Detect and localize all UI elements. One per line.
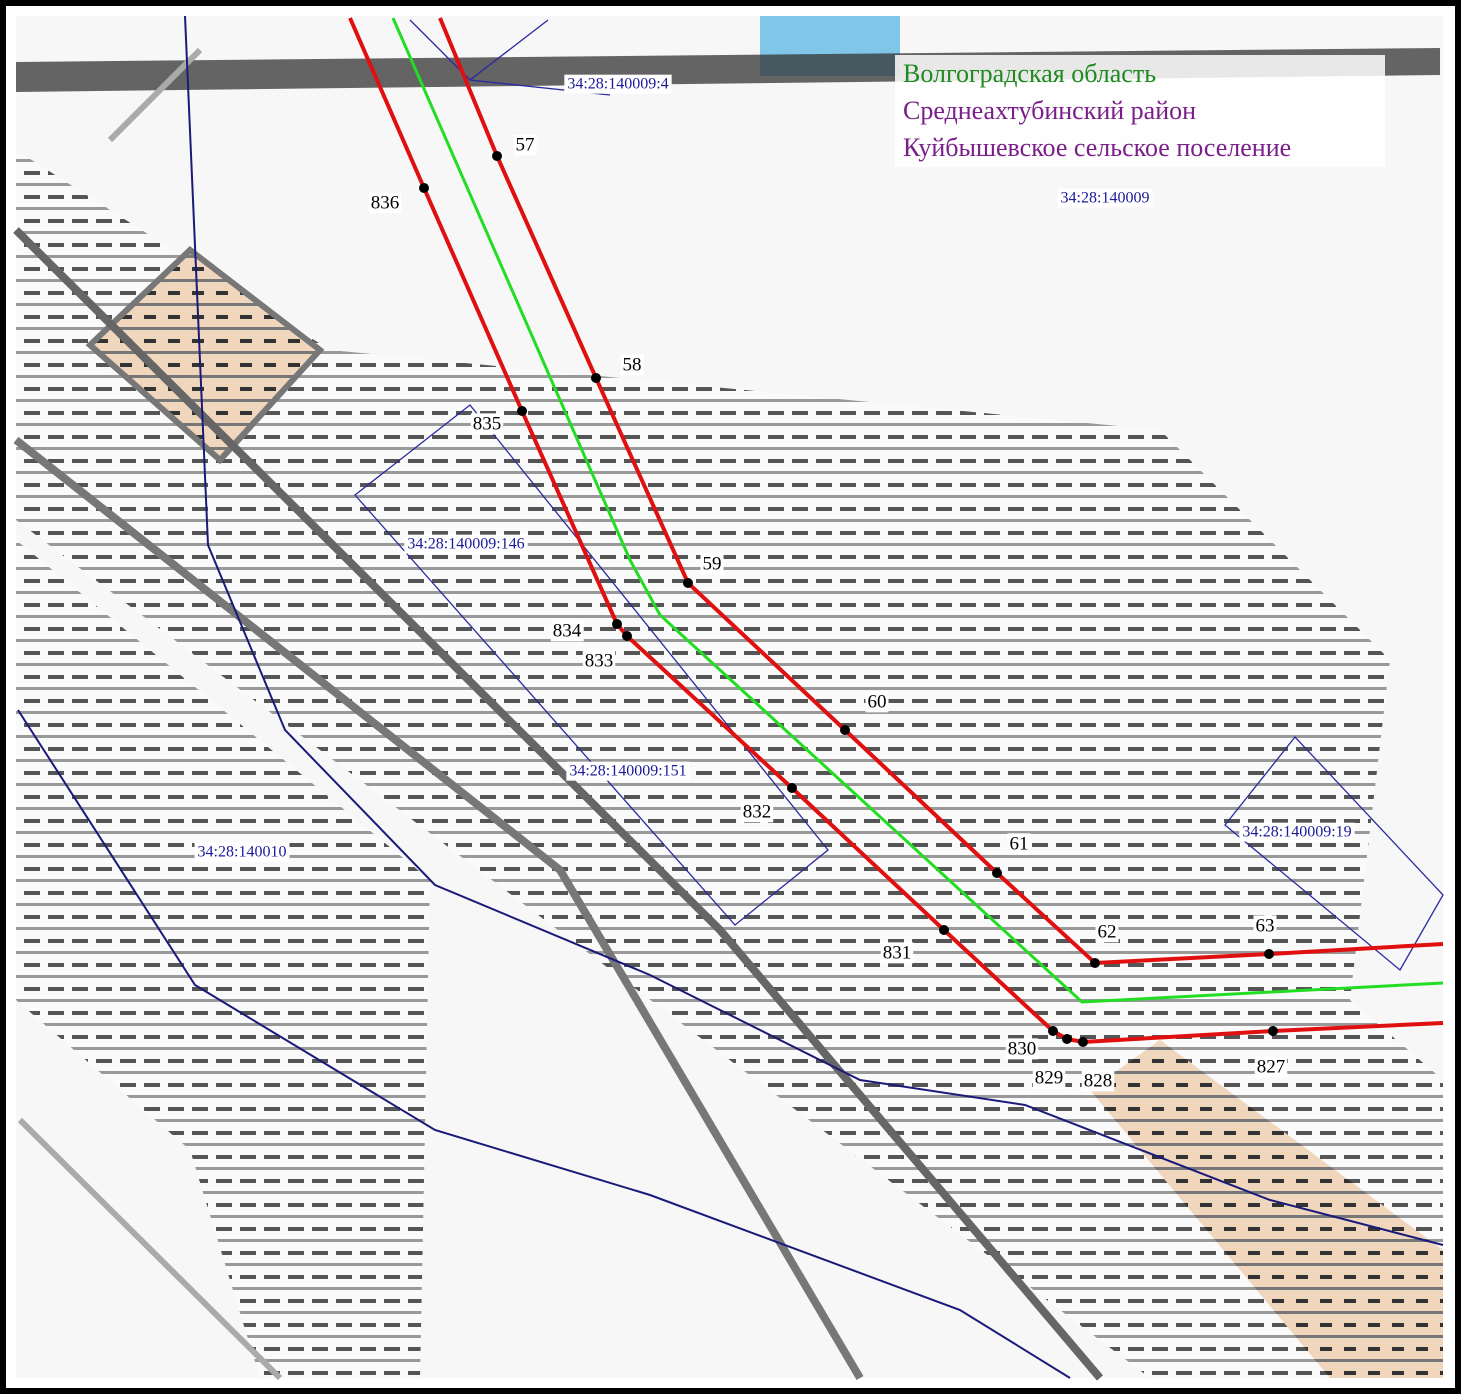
point-label: 832 [743, 801, 772, 822]
point [622, 631, 632, 641]
point-label-bg [1007, 833, 1031, 855]
point-label: 57 [516, 134, 535, 155]
parcel-label-bg [1057, 188, 1153, 208]
point [1090, 958, 1100, 968]
point [1062, 1034, 1072, 1044]
point-label-bg [620, 354, 644, 376]
point [787, 783, 797, 793]
point-label: 60 [868, 691, 887, 712]
point-label: 831 [883, 942, 912, 963]
point-label-bg [740, 801, 774, 823]
point-label-bg [582, 650, 616, 672]
route-axis [391, 17, 1444, 1004]
point [1048, 1026, 1058, 1036]
point [840, 725, 850, 735]
point-label-bg [470, 413, 504, 435]
point-label-bg [513, 134, 537, 156]
point-label: 829 [1035, 1067, 1064, 1088]
region-raion: Среднеахтубинский район [903, 96, 1196, 125]
point [1264, 949, 1274, 959]
hatched-area [16, 540, 430, 1378]
point-label: 63 [1256, 915, 1275, 936]
point-label-bg [1005, 1038, 1039, 1060]
parcel-outline [1224, 736, 1444, 971]
point [939, 925, 949, 935]
parcel-label-bg [566, 761, 690, 781]
parcel-label-bg [1239, 822, 1355, 842]
point-label-bg [1254, 1056, 1288, 1078]
band [17, 47, 283, 1381]
point-label: 61 [1010, 833, 1029, 854]
point-label: 830 [1008, 1038, 1037, 1059]
peach-area [85, 246, 325, 465]
point-label: 62 [1098, 921, 1117, 942]
parcel-label-bg [404, 534, 528, 554]
labels: 34:28:140009:4 34:28:140009 34:28:140009:1… [194, 74, 1355, 1092]
point-label-bg [368, 192, 402, 214]
band [13, 227, 1104, 1381]
point-label-bg [700, 553, 724, 575]
parcel-label: 34:28:140009:4 [567, 76, 668, 93]
region-box [895, 55, 1385, 167]
point-label: 833 [585, 650, 614, 671]
boundary [184, 15, 1444, 1246]
region-settlement: Куйбышевское сельское поселение [903, 133, 1291, 162]
boundary [17, 709, 1071, 1379]
point-label-bg [1253, 915, 1277, 937]
point-label: 836 [371, 192, 400, 213]
point [612, 619, 622, 629]
parcel-label: 34:28:140009 [1061, 190, 1150, 207]
point [492, 151, 502, 161]
point [1268, 1026, 1278, 1036]
point-label: 835 [473, 413, 502, 434]
parcel-label: 34:28:140009:146 [407, 536, 524, 553]
parcel-label-bg [194, 842, 290, 862]
point [683, 578, 693, 588]
point-label-bg [865, 691, 889, 713]
point-label: 58 [623, 354, 642, 375]
route-left [348, 17, 1444, 1045]
point-label: 827 [1257, 1056, 1286, 1077]
parcel-label: 34:28:140010 [198, 844, 287, 861]
point [1078, 1037, 1088, 1047]
parcel-label: 34:28:140009:151 [569, 763, 686, 780]
point [591, 373, 601, 383]
peach-area [1090, 1040, 1443, 1378]
point [419, 183, 429, 193]
point-label-bg [880, 942, 914, 964]
parcel-outline [354, 404, 829, 926]
point-label: 59 [703, 553, 722, 574]
parcel-label: 34:28:140009:19 [1242, 824, 1351, 841]
point-label-bg [550, 620, 584, 642]
band [13, 436, 864, 1381]
boundaries [17, 15, 1444, 1379]
region-oblast: Волгоградская область [903, 59, 1156, 88]
point-label-bg [1095, 921, 1119, 943]
point-label: 828 [1084, 1070, 1113, 1091]
parcel-label-bg [564, 74, 672, 94]
point-label-bg [1032, 1067, 1066, 1089]
point [992, 868, 1002, 878]
point-label: 834 [553, 620, 582, 641]
point-label-bg [1081, 1070, 1115, 1092]
point [517, 406, 527, 416]
